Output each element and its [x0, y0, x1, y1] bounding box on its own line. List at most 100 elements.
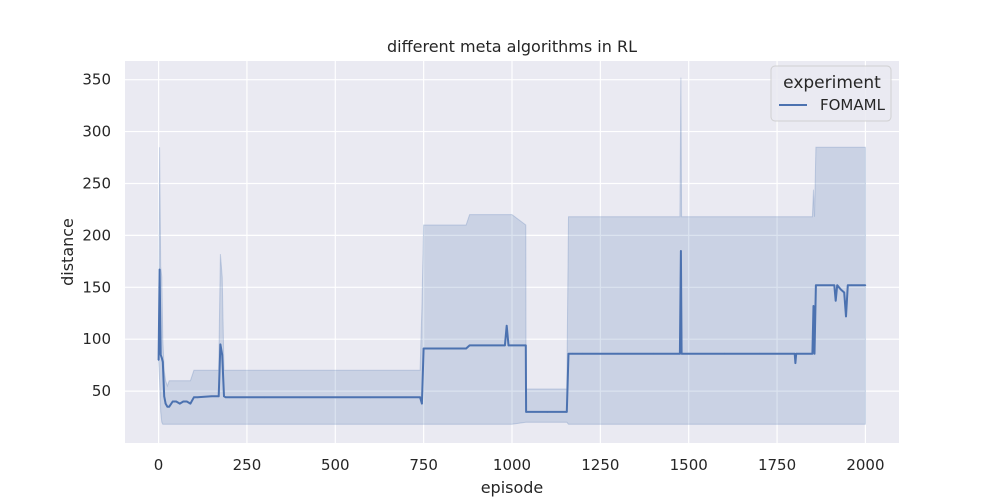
- data-point: [525, 411, 527, 413]
- x-tick-label: 1250: [581, 456, 619, 474]
- x-tick-label: 750: [409, 456, 438, 474]
- data-point: [219, 343, 222, 346]
- data-point: [157, 359, 160, 361]
- series-lines: [157, 250, 867, 413]
- data-point: [566, 411, 568, 413]
- data-point: [815, 284, 817, 287]
- x-tick-label: 500: [321, 456, 350, 474]
- data-point: [652, 352, 655, 355]
- data-point: [171, 400, 174, 403]
- chart-title: different meta algorithms in RL: [387, 37, 637, 56]
- x-tick-label: 1500: [670, 456, 708, 474]
- data-point: [186, 400, 188, 403]
- x-tick-label: 0: [154, 456, 164, 474]
- data-point: [158, 268, 161, 271]
- y-tick-label: 50: [92, 382, 111, 400]
- x-tick-label: 250: [233, 456, 262, 474]
- data-point: [223, 395, 225, 398]
- data-point: [758, 352, 761, 355]
- legend: experiment FOMAML: [770, 65, 892, 122]
- y-tick-label: 200: [82, 226, 111, 244]
- data-point: [210, 395, 213, 398]
- data-point: [194, 396, 197, 399]
- data-point: [159, 354, 162, 356]
- data-point: [680, 250, 682, 252]
- data-point: [813, 352, 816, 355]
- data-point: [166, 405, 169, 408]
- data-point: [581, 352, 584, 355]
- data-point: [845, 315, 847, 318]
- data-point: [505, 324, 508, 327]
- data-point: [161, 357, 163, 359]
- legend-label-fomaml: FOMAML: [820, 96, 886, 114]
- data-point: [546, 411, 549, 413]
- data-point: [617, 352, 619, 355]
- data-point: [794, 362, 797, 364]
- data-point: [511, 344, 513, 347]
- data-point: [525, 344, 527, 347]
- grid: [125, 61, 899, 443]
- legend-title: experiment: [783, 73, 881, 93]
- y-tick-label: 100: [82, 330, 111, 348]
- data-point: [468, 344, 471, 347]
- data-point: [162, 361, 164, 363]
- data-point: [687, 352, 690, 355]
- data-point: [811, 352, 814, 355]
- data-point: [836, 284, 838, 287]
- legend-box: [770, 65, 892, 122]
- data-point: [680, 352, 683, 355]
- data-point: [189, 402, 192, 405]
- x-tick-label: 1750: [758, 456, 796, 474]
- data-point: [334, 396, 337, 399]
- data-point: [440, 347, 443, 350]
- data-point: [196, 396, 199, 399]
- data-point: [850, 284, 853, 287]
- x-axis-label: episode: [481, 478, 544, 497]
- y-tick-label: 350: [82, 71, 111, 89]
- data-point: [834, 300, 837, 302]
- x-tick-labels: 0 250 500 750 1000 1250 1500 1750 2000: [154, 456, 885, 474]
- data-point: [839, 288, 842, 291]
- data-point: [864, 284, 867, 287]
- data-point: [221, 354, 223, 356]
- y-axis-label: distance: [58, 218, 77, 286]
- data-point: [465, 347, 467, 350]
- y-tick-label: 150: [82, 278, 111, 296]
- data-point: [224, 396, 227, 399]
- data-point: [421, 402, 423, 405]
- data-point: [723, 352, 725, 355]
- data-point: [419, 396, 421, 399]
- data-point: [422, 347, 425, 350]
- data-point: [682, 352, 685, 355]
- data-point: [507, 344, 510, 347]
- data-point: [164, 402, 167, 405]
- data-point: [843, 291, 845, 294]
- data-point: [571, 352, 573, 355]
- x-tick-label: 1000: [493, 456, 531, 474]
- y-tick-labels: 50 100 150 200 250 300 350: [82, 71, 111, 400]
- y-tick-label: 300: [82, 123, 111, 141]
- data-point: [795, 352, 797, 355]
- data-point: [679, 352, 681, 355]
- data-point: [793, 352, 796, 355]
- data-point: [426, 347, 429, 350]
- y-tick-label: 250: [82, 174, 111, 192]
- data-point: [175, 400, 177, 403]
- data-point: [193, 396, 195, 399]
- data-point: [504, 344, 506, 347]
- data-point: [217, 395, 220, 398]
- data-point: [812, 305, 815, 307]
- data-point: [299, 396, 301, 399]
- data-point: [182, 400, 185, 403]
- band-fomaml: [158, 77, 866, 425]
- data-point: [405, 396, 407, 399]
- x-tick-label: 2000: [846, 456, 884, 474]
- confidence-band: [158, 77, 866, 425]
- data-point: [847, 284, 849, 287]
- data-point: [228, 396, 231, 399]
- data-point: [829, 284, 831, 287]
- data-point: [163, 395, 165, 398]
- data-point: [168, 405, 170, 408]
- data-point: [179, 402, 181, 405]
